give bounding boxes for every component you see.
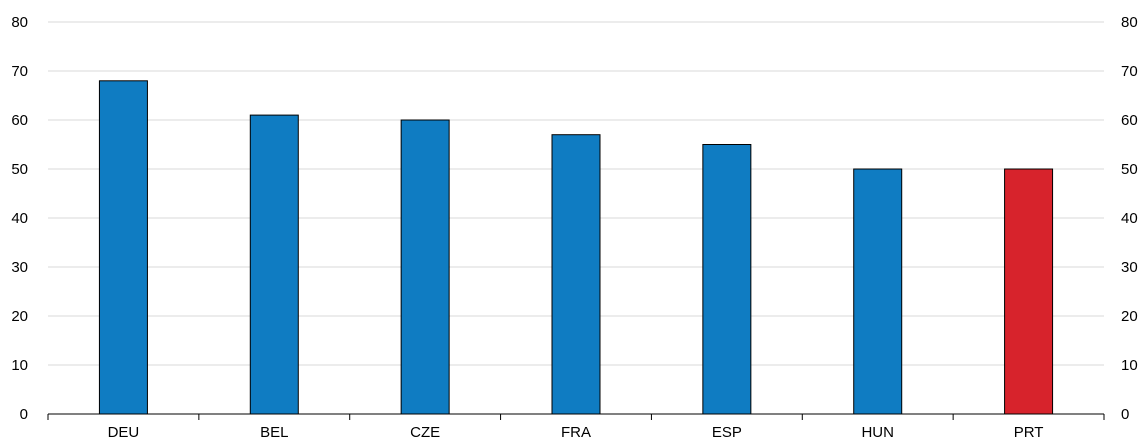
y-axis-left-labels: 0 10 20 30 40 50 60 70 80 [11,14,28,423]
y-tick-label-right: 80 [1121,14,1138,31]
x-tick-label: ESP [712,424,742,439]
x-tick-label: FRA [561,424,591,439]
y-tick-label-right: 40 [1121,210,1138,227]
bars [98,80,1054,415]
y-tick-label-left: 30 [11,259,28,276]
bar-hun [853,168,903,415]
x-tick-label: PRT [1014,424,1044,439]
y-tick-label-right: 60 [1121,112,1138,129]
x-axis-labels: DEU BEL CZE FRA ESP HUN PRT [108,424,1044,439]
y-tick-label-right: 70 [1121,63,1138,80]
y-tick-label-right: 30 [1121,259,1138,276]
y-tick-label-left: 50 [11,161,28,178]
y-tick-label-right: 0 [1121,406,1129,423]
bar-fra [551,134,601,415]
bar-bel [249,114,299,415]
y-tick-label-left: 40 [11,210,28,227]
bar-prt [1004,168,1054,415]
bar-esp [702,144,752,415]
bar-deu [98,80,148,415]
x-tick-label: HUN [861,424,894,439]
y-tick-label-right: 10 [1121,357,1138,374]
y-tick-label-left: 20 [11,308,28,325]
y-tick-label-right: 20 [1121,308,1138,325]
y-tick-label-left: 0 [20,406,28,423]
y-tick-label-right: 50 [1121,161,1138,178]
y-tick-label-left: 10 [11,357,28,374]
y-tick-label-left: 60 [11,112,28,129]
bar-cze [400,119,450,415]
x-tick-label: CZE [410,424,440,439]
y-tick-label-left: 80 [11,14,28,31]
y-tick-label-left: 70 [11,63,28,80]
x-axis [47,413,1105,420]
x-tick-label: BEL [260,424,288,439]
x-tick-label: DEU [108,424,140,439]
y-axis-right-labels: 0 10 20 30 40 50 60 70 80 [1121,14,1138,423]
